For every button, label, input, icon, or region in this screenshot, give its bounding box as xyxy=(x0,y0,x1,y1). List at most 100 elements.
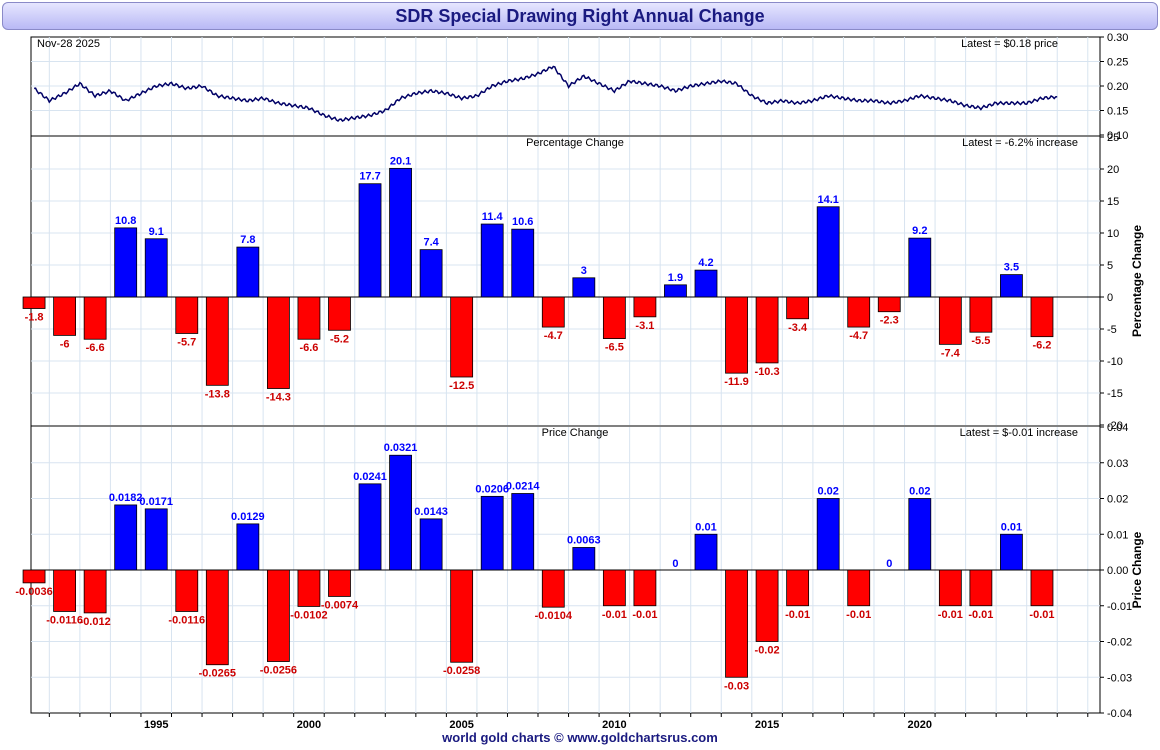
pct-bar xyxy=(877,296,901,313)
pct-bar xyxy=(847,296,871,328)
chg-data-label: -0.0036 xyxy=(15,586,52,598)
chg-bar xyxy=(602,569,626,607)
pct-bar xyxy=(22,296,46,309)
chg-data-label: 0 xyxy=(672,558,678,570)
pct-data-label: 10.6 xyxy=(512,216,533,228)
pct-bar xyxy=(114,227,138,298)
chg-y-tick-label: -0.02 xyxy=(1107,637,1132,649)
pct-y-axis-title: Percentage Change xyxy=(1130,225,1144,337)
chg-data-label: 0.0182 xyxy=(109,492,143,504)
pct-data-label: -4.7 xyxy=(849,330,868,342)
chg-bar xyxy=(511,493,535,571)
pct-bar xyxy=(969,296,993,333)
pct-panel-title: Percentage Change xyxy=(526,137,624,149)
pct-bar xyxy=(908,237,932,298)
x-tick-label: 2005 xyxy=(449,719,473,731)
chg-data-label: -0.0104 xyxy=(535,610,573,622)
pct-data-label: -6.2 xyxy=(1032,340,1051,352)
chg-panel-title: Price Change xyxy=(542,427,609,439)
chg-bar xyxy=(1000,533,1023,571)
pct-data-label: 1.9 xyxy=(668,272,683,284)
chg-bar xyxy=(53,569,76,612)
chg-y-tick-label: 0.02 xyxy=(1107,494,1128,506)
x-tick-label: 2000 xyxy=(297,719,321,731)
price-y-tick-label: 0.20 xyxy=(1107,81,1128,93)
pct-data-label: -14.3 xyxy=(266,392,291,404)
chg-data-label: -0.01 xyxy=(1029,609,1054,621)
chg-bar xyxy=(633,569,657,607)
chg-data-label: 0.0129 xyxy=(231,511,265,523)
x-tick-label: 2015 xyxy=(755,719,779,731)
pct-data-label: -2.3 xyxy=(880,315,899,327)
chg-data-label: 0.01 xyxy=(1001,521,1022,533)
chg-data-label: 0.02 xyxy=(909,486,930,498)
chg-y-tick-label: 0.00 xyxy=(1107,565,1128,577)
chg-bar xyxy=(358,483,382,571)
price-y-tick-label: 0.30 xyxy=(1107,32,1128,44)
pct-bar xyxy=(816,206,840,298)
pct-data-label: -5.5 xyxy=(971,335,990,347)
chg-bar xyxy=(694,533,718,571)
chg-bar xyxy=(22,569,46,584)
chg-bar xyxy=(816,498,840,571)
chg-bar xyxy=(908,498,932,571)
chg-data-label: -0.01 xyxy=(938,609,963,621)
pct-y-tick-label: -20 xyxy=(1107,420,1123,432)
chg-data-label: 0.0063 xyxy=(567,534,601,546)
chg-data-label: -0.0258 xyxy=(443,665,480,677)
pct-data-label: -5.2 xyxy=(330,333,349,345)
chg-bar xyxy=(144,508,168,571)
pct-bar xyxy=(938,296,962,345)
chg-bar xyxy=(725,569,748,678)
pct-bar xyxy=(480,223,504,298)
chg-bar xyxy=(266,569,290,662)
pct-bar xyxy=(205,296,229,386)
pct-y-tick-label: -10 xyxy=(1107,356,1123,368)
chg-data-label: -0.0116 xyxy=(46,614,83,626)
price-y-tick-label: 0.10 xyxy=(1107,130,1128,142)
chg-bar xyxy=(389,454,412,571)
pct-data-label: 3.5 xyxy=(1004,262,1019,274)
pct-y-tick-label: 15 xyxy=(1107,196,1119,208)
chg-data-label: 0.02 xyxy=(817,486,838,498)
chg-data-label: -0.012 xyxy=(80,616,111,628)
chg-bar xyxy=(297,569,321,607)
chg-bar xyxy=(205,569,229,666)
pct-bar xyxy=(266,296,290,389)
pct-data-label: 4.2 xyxy=(698,257,713,269)
pct-bar xyxy=(144,238,168,298)
pct-data-label: 10.8 xyxy=(115,215,136,227)
chg-data-label: -0.0074 xyxy=(321,599,359,611)
pct-data-label: -12.5 xyxy=(449,380,474,392)
chg-data-label: 0 xyxy=(886,558,892,570)
pct-bar xyxy=(755,296,779,364)
chg-bar xyxy=(847,569,871,607)
pct-bar xyxy=(175,296,199,334)
chg-y-tick-label: 0.04 xyxy=(1107,422,1128,434)
pct-bar xyxy=(511,228,535,298)
pct-bar xyxy=(389,167,412,298)
pct-data-label: 7.4 xyxy=(423,237,439,249)
pct-data-label: -6.5 xyxy=(605,342,624,354)
pct-bar xyxy=(694,269,718,298)
pct-bar xyxy=(1000,274,1023,298)
pct-data-label: 3 xyxy=(581,265,587,277)
pct-data-label: -5.7 xyxy=(177,336,196,348)
chart-footer: world gold charts © www.goldchartsrus.co… xyxy=(442,730,718,745)
date-label: Nov-28 2025 xyxy=(37,38,100,50)
pct-bar xyxy=(725,296,748,374)
chg-data-label: 0.0321 xyxy=(384,442,418,454)
pct-bar xyxy=(53,296,76,336)
x-tick-label: 1995 xyxy=(144,719,168,731)
chg-data-label: -0.0116 xyxy=(168,614,205,626)
price-line xyxy=(34,65,1058,122)
pct-bar xyxy=(419,249,443,298)
chg-data-label: -0.01 xyxy=(602,609,627,621)
pct-bar xyxy=(328,296,351,331)
pct-bar xyxy=(297,296,321,340)
pct-data-label: 9.2 xyxy=(912,225,927,237)
pct-y-tick-label: 25 xyxy=(1107,132,1119,144)
chg-bar xyxy=(755,569,779,642)
chg-bar xyxy=(938,569,962,607)
